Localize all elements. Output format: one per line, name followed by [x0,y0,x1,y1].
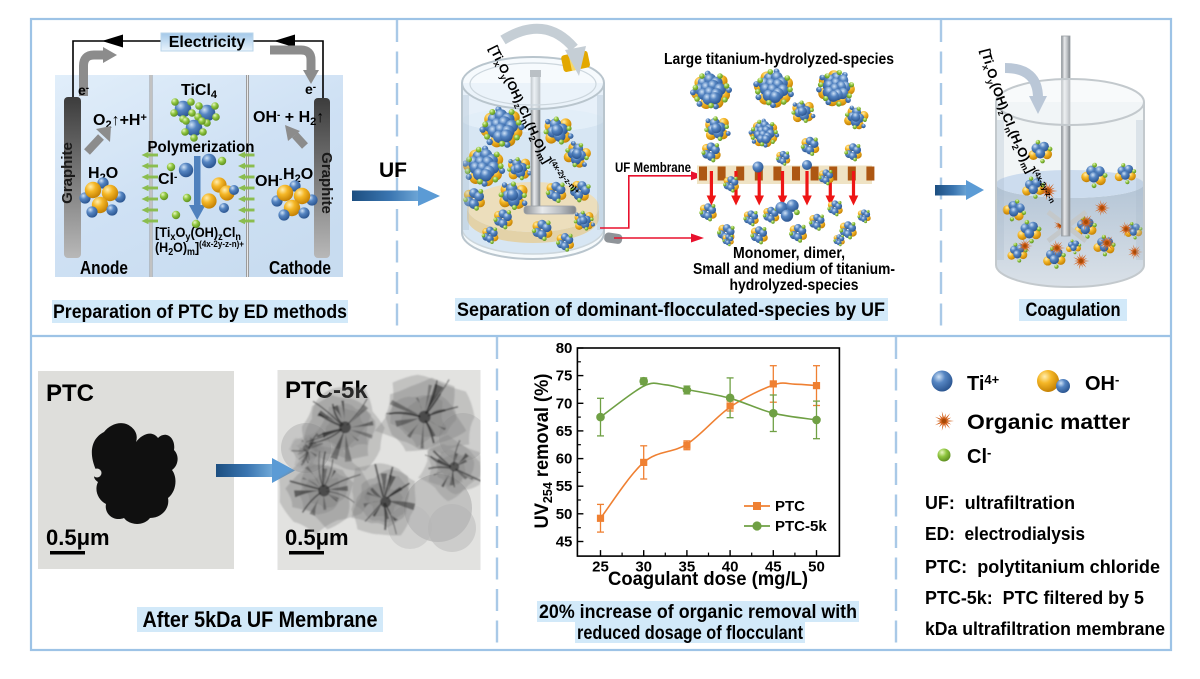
svg-text:70: 70 [556,395,573,412]
svg-text:40: 40 [722,559,739,576]
svg-text:Electricity: Electricity [169,34,246,51]
svg-text:Preparation of PTC by ED metho: Preparation of PTC by ED methods [53,302,347,323]
svg-text:OH-: OH- [255,173,282,190]
svg-text:Small and medium of titanium-: Small and medium of titanium- [693,261,895,278]
svg-text:UV254 removal (%): UV254 removal (%) [532,374,555,529]
svg-text:UF Membrane: UF Membrane [615,159,691,175]
svg-text:PTC-5k: PTC-5k [775,518,827,535]
svg-text:20% increase of organic remova: 20% increase of organic removal with [539,602,857,623]
svg-text:PTC: PTC [46,380,94,407]
svg-text:Cl-: Cl- [158,171,177,188]
svg-text:Coagulation: Coagulation [1026,300,1121,321]
svg-text:PTC: polytitanium chloride: PTC: polytitanium chloride [925,557,1160,577]
svg-text:60: 60 [556,451,573,468]
svg-text:25: 25 [592,559,609,576]
svg-text:After 5kDa UF Membrane: After 5kDa UF Membrane [143,607,378,632]
svg-text:Separation of dominant-floccul: Separation of dominant-flocculated-speci… [457,300,885,321]
svg-text:50: 50 [556,506,573,523]
svg-text:75: 75 [556,368,573,385]
svg-text:Cl-: Cl- [967,445,991,468]
svg-text:0.5μm: 0.5μm [46,525,110,550]
svg-text:e-: e- [305,81,316,97]
svg-text:Large titanium-hydrolyzed-spec: Large titanium-hydrolyzed-species [664,51,894,68]
svg-text:45: 45 [556,534,573,551]
svg-text:Anode: Anode [80,258,128,278]
svg-text:hydrolyzed-species: hydrolyzed-species [730,277,859,294]
svg-text:H2O: H2O [283,166,313,185]
svg-text:35: 35 [679,559,696,576]
svg-text:UF: UF [379,159,407,182]
svg-text:PTC-5k: PTC filtered by 5: PTC-5k: PTC filtered by 5 [925,588,1144,608]
svg-text:PTC: PTC [775,498,805,515]
svg-text:65: 65 [556,423,573,440]
svg-text:Cathode: Cathode [269,258,331,278]
svg-text:TiCl4: TiCl4 [181,82,218,101]
svg-text:Organic matter: Organic matter [967,411,1130,434]
svg-text:reduced dosage of flocculant: reduced dosage of flocculant [577,623,804,644]
svg-text:e-: e- [78,82,89,98]
svg-text:OH-: OH- [1085,372,1119,395]
svg-text:UF: ultrafiltration: UF: ultrafiltration [925,493,1075,513]
svg-text:Monomer, dimer,: Monomer, dimer, [733,245,845,262]
svg-text:80: 80 [556,340,573,357]
svg-text:Graphite: Graphite [318,152,335,214]
svg-text:50: 50 [808,559,825,576]
svg-text:OH- + H2↑: OH- + H2↑ [253,109,324,128]
svg-text:55: 55 [556,478,573,495]
svg-text:Graphite: Graphite [59,142,76,204]
svg-text:ED: electrodialysis: ED: electrodialysis [925,524,1085,544]
svg-text:Polymerization: Polymerization [148,139,255,156]
svg-text:O2↑+H+: O2↑+H+ [93,112,147,131]
svg-text:Coagulant dose (mg/L): Coagulant dose (mg/L) [608,569,808,590]
svg-text:45: 45 [765,559,782,576]
svg-text:kDa ultrafiltration membrane: kDa ultrafiltration membrane [925,619,1165,639]
svg-text:30: 30 [635,559,652,576]
